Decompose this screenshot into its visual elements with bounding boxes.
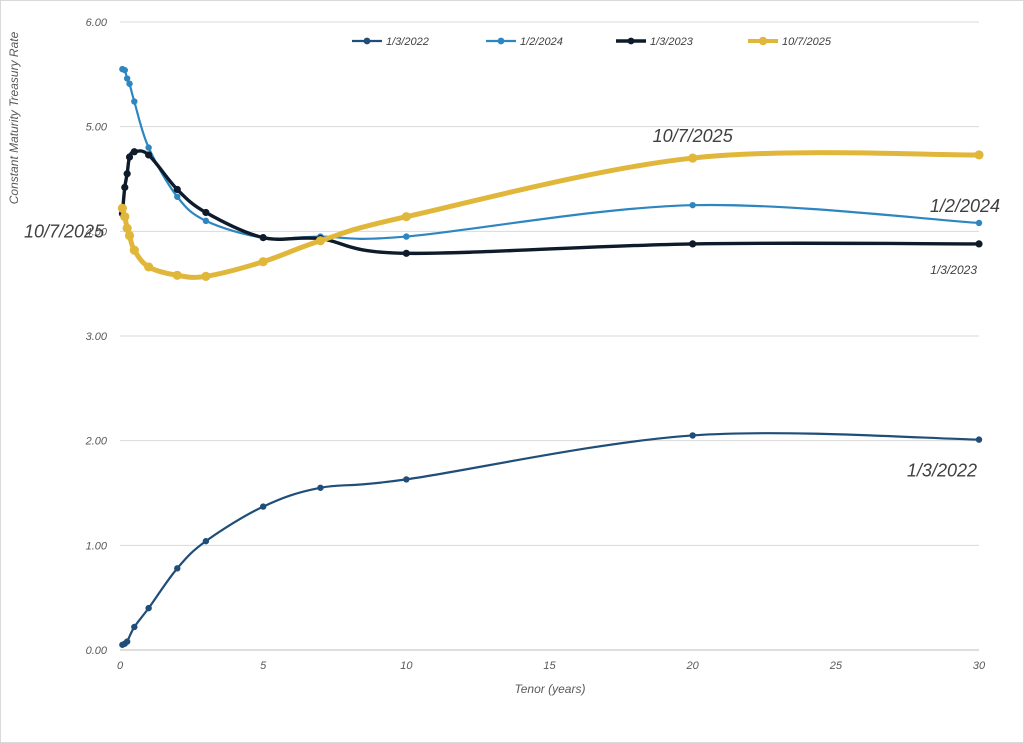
legend-label: 1/3/2023 <box>650 36 694 48</box>
data-point <box>172 270 182 280</box>
series-10-7-2025 <box>117 150 984 281</box>
data-point <box>201 271 211 281</box>
data-point <box>258 257 268 267</box>
data-point <box>120 212 130 222</box>
data-point <box>259 503 267 510</box>
data-point <box>403 476 410 483</box>
data-point <box>145 144 152 151</box>
data-point <box>689 432 696 439</box>
data-point <box>689 240 697 248</box>
legend-label: 10/7/2025 <box>782 36 832 48</box>
data-point <box>315 236 326 246</box>
data-point <box>123 170 131 178</box>
y-tick-label: 1.00 <box>86 540 108 552</box>
annotation-label: 1/3/2022 <box>907 461 977 481</box>
y-tick-label: 2.00 <box>85 436 108 448</box>
y-axis-title: Constant Maturity Treasury Rate <box>7 31 21 204</box>
series-1-3-2023 <box>118 148 983 257</box>
data-point <box>123 638 131 645</box>
series-line-10-7-2025 <box>119 150 982 280</box>
data-point <box>124 230 135 241</box>
data-point <box>202 208 210 217</box>
series-line-1-3-2022 <box>121 432 981 646</box>
series-lines <box>117 65 984 648</box>
gridlines <box>120 21 979 546</box>
legend-marker <box>497 37 505 45</box>
data-point <box>689 201 696 209</box>
data-point <box>129 245 139 255</box>
data-point <box>202 537 210 545</box>
data-point <box>122 223 132 233</box>
data-point <box>202 217 210 225</box>
data-point <box>123 75 131 82</box>
data-point <box>145 604 152 612</box>
annotation-label: 1/2/2024 <box>930 196 1000 216</box>
legend-item-1-2-2024: 1/2/2024 <box>486 36 563 48</box>
data-point <box>975 219 983 227</box>
x-tick-labels: 0 5 10 15 20 25 30 <box>117 660 986 672</box>
data-point <box>174 565 181 572</box>
legend-item-1-3-2022: 1/3/2022 <box>352 36 429 48</box>
x-tick-label: 15 <box>543 660 556 672</box>
data-point <box>144 262 154 272</box>
data-point <box>145 151 153 159</box>
data-point <box>173 185 181 194</box>
annotation-label: 1/3/2023 <box>930 263 977 277</box>
data-point <box>130 148 138 156</box>
data-point <box>121 66 128 74</box>
data-point <box>125 153 134 161</box>
series-line-1-3-2023 <box>120 149 981 256</box>
legend: 1/3/2022 1/2/2024 1/3/2023 10/7/2025 <box>352 36 832 48</box>
legend-marker <box>758 36 768 46</box>
x-tick-label: 0 <box>117 660 124 672</box>
x-tick-label: 20 <box>686 660 700 672</box>
y-tick-label: 3.00 <box>86 331 108 343</box>
x-axis-title: Tenor (years) <box>515 682 586 696</box>
y-tick-labels: 0.00 1.00 2.00 3.00 4.00 5.00 6.00 <box>85 17 108 657</box>
legend-label: 1/3/2022 <box>386 36 429 48</box>
data-point <box>131 98 138 105</box>
x-tick-label: 30 <box>973 660 986 672</box>
x-tick-label: 5 <box>260 660 267 672</box>
data-point <box>121 183 129 191</box>
series-1-3-2022 <box>119 432 983 648</box>
x-tick-label: 25 <box>829 660 843 672</box>
data-point <box>975 240 983 248</box>
data-point <box>688 153 698 163</box>
y-tick-label: 5.00 <box>86 122 108 134</box>
data-point <box>317 484 324 491</box>
y-tick-label: 4.00 <box>86 226 108 238</box>
data-point <box>126 80 133 87</box>
data-point <box>975 436 983 443</box>
legend-item-10-7-2025: 10/7/2025 <box>748 36 832 48</box>
data-point <box>174 193 181 200</box>
data-point <box>131 623 138 631</box>
legend-label: 1/2/2024 <box>520 36 563 48</box>
y-tick-label: 6.00 <box>86 17 108 29</box>
data-point <box>259 234 267 242</box>
data-point <box>403 233 410 240</box>
annotation-label: 10/7/2025 <box>653 126 734 146</box>
annotations: 10/7/2025 1/2/2024 1/3/2023 1/3/2022 10/7/20… <box>24 126 1000 481</box>
legend-marker <box>363 37 371 45</box>
annotation-label: 10/7/2025 <box>24 221 105 241</box>
legend-item-1-3-2023: 1/3/2023 <box>616 36 694 48</box>
data-point <box>974 150 984 160</box>
data-point <box>117 203 127 213</box>
x-tick-label: 10 <box>400 660 413 672</box>
y-tick-label: 0.00 <box>86 645 108 657</box>
legend-marker <box>627 37 635 45</box>
series-1-2-2024 <box>119 65 983 241</box>
data-point <box>401 212 411 222</box>
data-point <box>402 249 410 257</box>
